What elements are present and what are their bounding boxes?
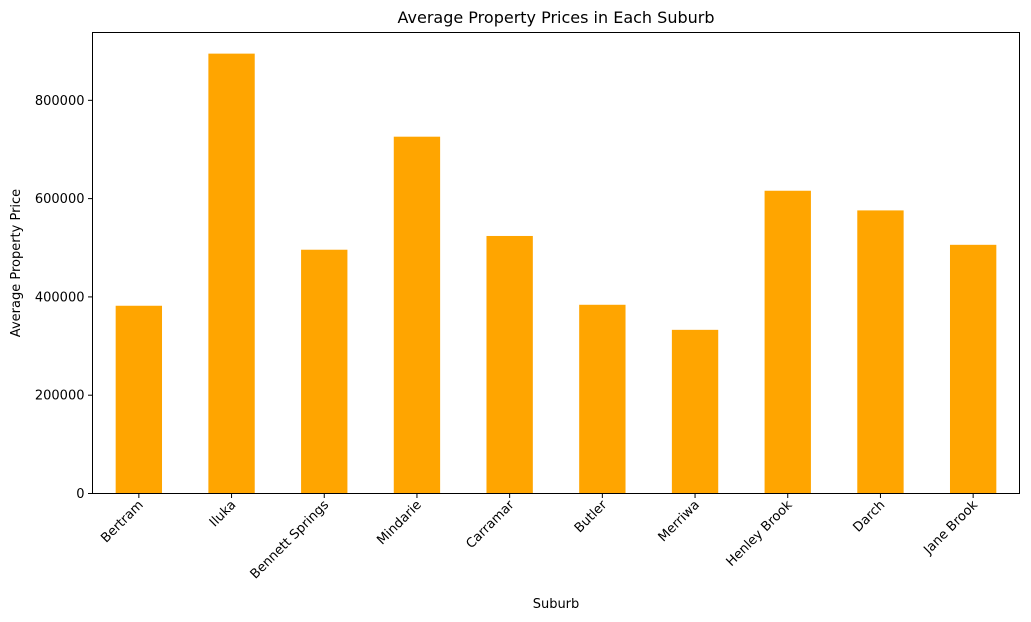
bar-bertram xyxy=(115,305,163,494)
y-tick-label: 800000 xyxy=(35,94,85,109)
bar-darch xyxy=(857,210,904,494)
y-axis-ticks: 0 200000 400000 600000 800000 xyxy=(35,94,93,502)
x-tick-label: Carramar xyxy=(463,497,518,552)
x-tick-label: Henley Brook xyxy=(724,497,796,569)
bar-jane-brook xyxy=(949,244,997,494)
x-tick-label: Bertram xyxy=(98,498,146,546)
plot-frame xyxy=(92,32,1020,494)
bar-henley-brook xyxy=(764,190,811,494)
x-tick-label: Darch xyxy=(850,498,888,536)
y-tick-label: 400000 xyxy=(35,290,85,305)
x-tick-label: Mindarie xyxy=(374,498,424,548)
x-axis-ticks: Bertram Iluka Bennett Springs Mindarie Carra… xyxy=(98,493,981,583)
y-tick-label: 200000 xyxy=(35,389,85,404)
y-tick-label: 600000 xyxy=(35,192,85,207)
y-tick-label: 0 xyxy=(76,487,84,502)
bars-group xyxy=(115,53,997,494)
bar-iluka xyxy=(208,53,255,494)
x-tick-label: Merriwa xyxy=(656,498,703,545)
bar-mindarie xyxy=(393,136,441,494)
chart-title: Average Property Prices in Each Suburb xyxy=(398,8,715,27)
x-axis-label: Suburb xyxy=(533,597,580,612)
x-tick-label: Iluka xyxy=(207,498,239,530)
bar-bennett-springs xyxy=(301,249,348,494)
bar-carramar xyxy=(486,235,533,494)
y-axis-label: Average Property Price xyxy=(9,189,24,337)
x-tick-label: Jane Brook xyxy=(920,497,981,558)
bar-butler xyxy=(579,304,626,494)
bar-merriwa xyxy=(671,329,719,494)
x-tick-label: Bennett Springs xyxy=(248,498,333,583)
x-tick-label: Butler xyxy=(572,497,611,536)
